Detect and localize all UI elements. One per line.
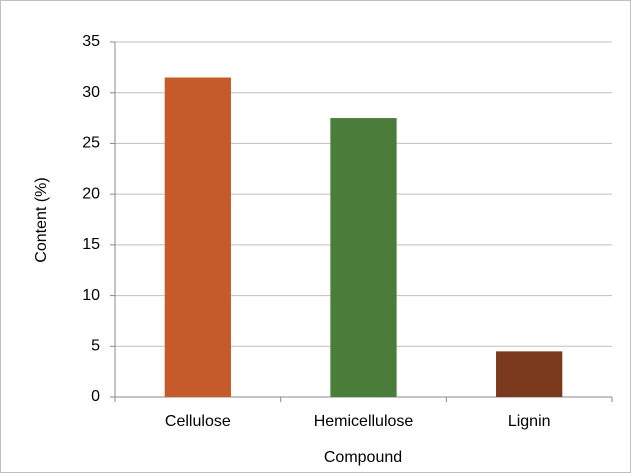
x-tick-label: Cellulose — [165, 413, 231, 430]
y-tick-label: 35 — [82, 33, 100, 50]
y-tick-label: 15 — [82, 236, 100, 253]
bar — [496, 351, 563, 397]
x-axis-label: Compound — [324, 449, 402, 466]
y-tick-label: 10 — [82, 287, 100, 304]
x-tick-label: Hemicellulose — [314, 413, 414, 430]
y-tick-label: 30 — [82, 84, 100, 101]
y-tick-label: 5 — [91, 338, 100, 355]
y-tick-label: 25 — [82, 135, 100, 152]
bar — [330, 118, 397, 398]
y-tick-label: 20 — [82, 185, 100, 202]
x-tick-label: Lignin — [508, 413, 551, 430]
y-tick-label: 0 — [91, 388, 100, 405]
y-axis-label: Content (%) — [33, 177, 50, 262]
bar — [164, 77, 231, 397]
